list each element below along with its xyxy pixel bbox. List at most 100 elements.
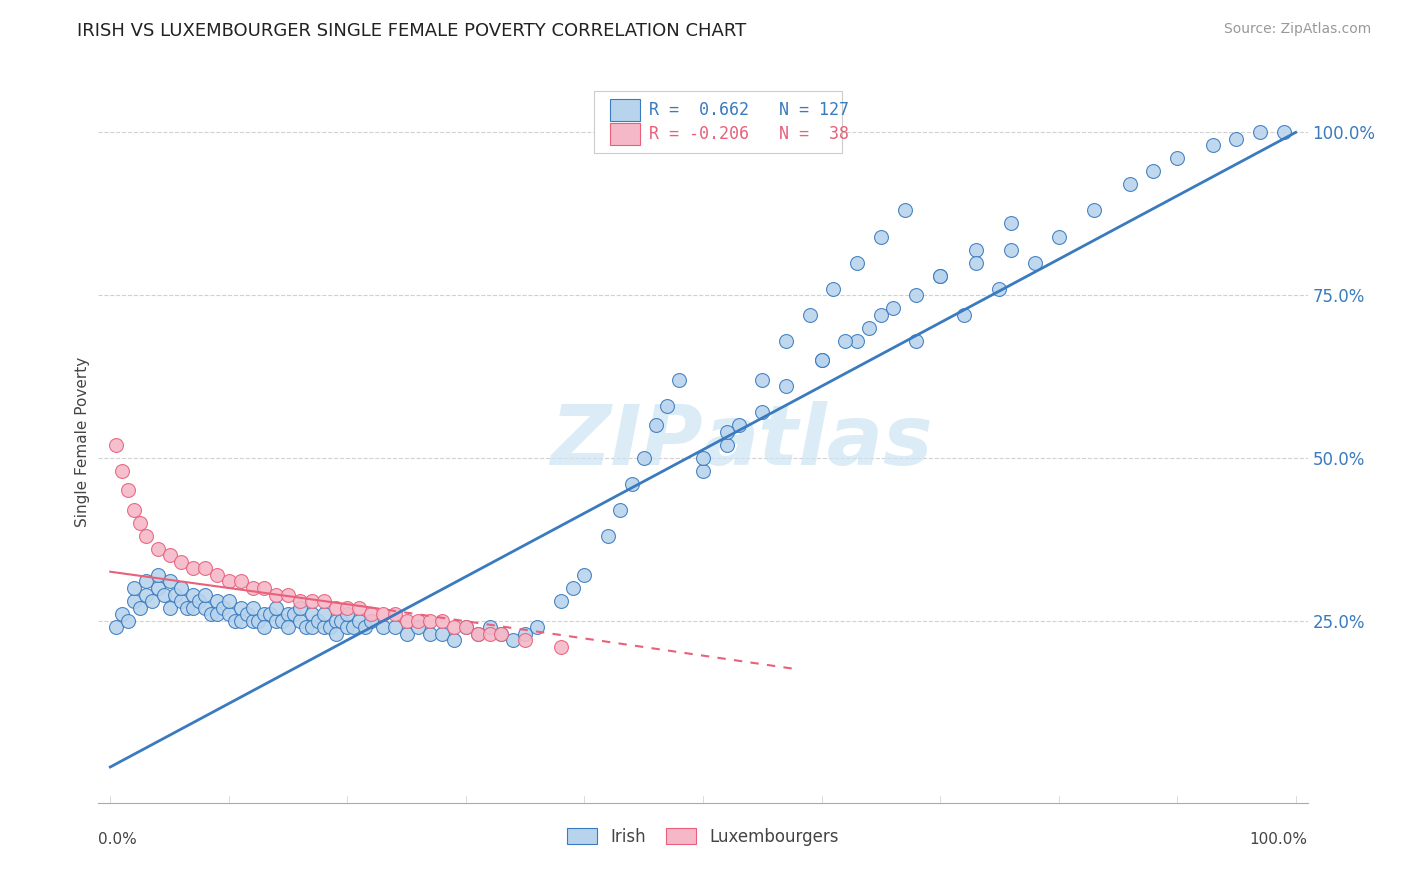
Point [181,600,204,615]
Point [325,626,347,640]
Point [952,308,974,322]
Point [146,541,169,556]
Point [598,529,620,543]
Point [561,581,583,595]
Legend: Irish, Luxembourgers: Irish, Luxembourgers [561,821,845,852]
Point [135,587,157,601]
Point [111,464,134,478]
Point [620,476,643,491]
Point [146,568,169,582]
Point [1272,125,1295,139]
Text: IRISH VS LUXEMBOURGER SINGLE FEMALE POVERTY CORRELATION CHART: IRISH VS LUXEMBOURGER SINGLE FEMALE POVE… [77,22,747,40]
Point [727,418,749,433]
Point [799,308,821,322]
Point [1083,203,1105,218]
Point [129,600,152,615]
Point [810,353,832,368]
Point [408,614,430,628]
Point [283,607,305,621]
Point [443,633,465,648]
Point [194,600,217,615]
Point [965,255,987,269]
Point [905,334,928,348]
Point [869,229,891,244]
Point [117,483,139,498]
Point [988,282,1011,296]
Point [135,574,157,589]
Point [716,438,738,452]
Point [965,243,987,257]
Point [454,620,477,634]
FancyBboxPatch shape [610,123,640,145]
Point [823,282,845,296]
Point [360,607,382,621]
Point [218,574,240,589]
Point [181,561,204,575]
Point [419,614,441,628]
Point [264,600,287,615]
Point [176,600,198,615]
Point [1047,229,1070,244]
Point [318,620,340,634]
Point [295,620,318,634]
Text: ZIP: ZIP [550,401,703,482]
Point [751,373,773,387]
Point [454,620,477,634]
Point [775,379,797,393]
Point [330,614,353,628]
Point [188,594,211,608]
Point [301,594,323,608]
Y-axis label: Single Female Poverty: Single Female Poverty [75,357,90,526]
Point [277,607,299,621]
Point [277,587,299,601]
Point [194,561,217,575]
Point [893,203,915,218]
Point [288,594,311,608]
Point [229,600,252,615]
Point [271,614,294,628]
Point [432,626,454,640]
Point [218,607,240,621]
Point [122,503,145,517]
Point [609,503,631,517]
Point [846,334,869,348]
Point [336,607,359,621]
Point [834,334,856,348]
Point [111,607,134,621]
Point [301,607,323,621]
Point [515,626,537,640]
Point [347,600,370,615]
Point [395,626,418,640]
Point [170,555,193,569]
Point [929,268,952,283]
Point [491,626,513,640]
Point [205,607,228,621]
Point [105,438,128,452]
Point [657,399,679,413]
Point [218,594,240,608]
Point [384,607,406,621]
Point [515,633,537,648]
Point [325,614,347,628]
Point [478,626,501,640]
Text: R = -0.206   N =  38: R = -0.206 N = 38 [648,125,849,143]
Point [277,620,299,634]
Point [205,568,228,582]
Point [224,614,246,628]
Point [264,614,287,628]
Point [264,587,287,601]
Point [1225,132,1247,146]
Point [242,600,264,615]
Point [633,450,655,465]
Point [408,620,430,634]
Point [419,626,441,640]
Text: R =  0.662   N = 127: R = 0.662 N = 127 [648,101,849,119]
Point [371,607,394,621]
Point [443,620,465,634]
FancyBboxPatch shape [595,91,842,153]
Point [502,633,524,648]
Point [159,574,181,589]
Point [229,574,252,589]
Point [360,614,382,628]
Point [526,620,548,634]
